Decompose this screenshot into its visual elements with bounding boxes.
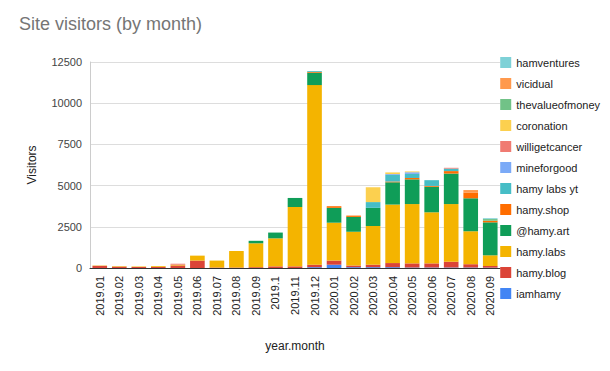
svg-text:2019.06: 2019.06	[191, 276, 203, 316]
svg-text:2019.03: 2019.03	[133, 276, 145, 316]
svg-text:2019.1: 2019.1	[269, 276, 281, 310]
svg-text:hamy.shop: hamy.shop	[516, 204, 569, 216]
svg-text:willigetcancer: willigetcancer	[515, 141, 582, 153]
svg-text:coronation: coronation	[516, 120, 567, 132]
svg-text:2019.04: 2019.04	[152, 276, 164, 316]
svg-text:iamhamy: iamhamy	[516, 288, 561, 300]
svg-text:hamventures: hamventures	[516, 57, 580, 69]
svg-text:2020.02: 2020.02	[348, 276, 360, 316]
svg-text:2500: 2500	[58, 221, 82, 233]
svg-text:Site visitors (by month): Site visitors (by month)	[19, 14, 202, 34]
svg-text:mineforgood: mineforgood	[516, 162, 577, 174]
svg-text:hamy.labs: hamy.labs	[516, 246, 566, 258]
svg-text:2019.05: 2019.05	[172, 276, 184, 316]
svg-text:@hamy.art: @hamy.art	[516, 225, 569, 237]
svg-text:thevalueofmoney: thevalueofmoney	[516, 99, 600, 111]
svg-text:2020.07: 2020.07	[445, 276, 457, 316]
svg-text:2020.09: 2020.09	[484, 276, 496, 316]
svg-text:2020.05: 2020.05	[406, 276, 418, 316]
svg-text:2020.03: 2020.03	[367, 276, 379, 316]
svg-text:2019.08: 2019.08	[230, 276, 242, 316]
svg-text:year.month: year.month	[265, 339, 324, 353]
svg-text:2019.11: 2019.11	[289, 276, 301, 315]
svg-text:10000: 10000	[51, 97, 82, 109]
svg-text:hamy labs yt: hamy labs yt	[516, 183, 578, 195]
svg-text:hamy.blog: hamy.blog	[516, 267, 566, 279]
svg-text:2019.12: 2019.12	[309, 276, 321, 316]
svg-text:2019.09: 2019.09	[250, 276, 262, 316]
svg-text:2019.01: 2019.01	[94, 276, 106, 316]
svg-text:7500: 7500	[58, 138, 82, 150]
svg-text:2020.04: 2020.04	[387, 276, 399, 316]
svg-text:vicidual: vicidual	[516, 78, 553, 90]
svg-text:5000: 5000	[58, 180, 82, 192]
svg-text:12500: 12500	[51, 56, 82, 68]
svg-text:2020.06: 2020.06	[426, 276, 438, 316]
svg-text:0: 0	[76, 262, 82, 274]
svg-text:2020.08: 2020.08	[465, 276, 477, 316]
svg-text:2019.02: 2019.02	[113, 276, 125, 316]
svg-text:2020.01: 2020.01	[328, 276, 340, 316]
svg-text:2019.07: 2019.07	[211, 276, 223, 316]
svg-text:Visitors: Visitors	[25, 145, 39, 184]
